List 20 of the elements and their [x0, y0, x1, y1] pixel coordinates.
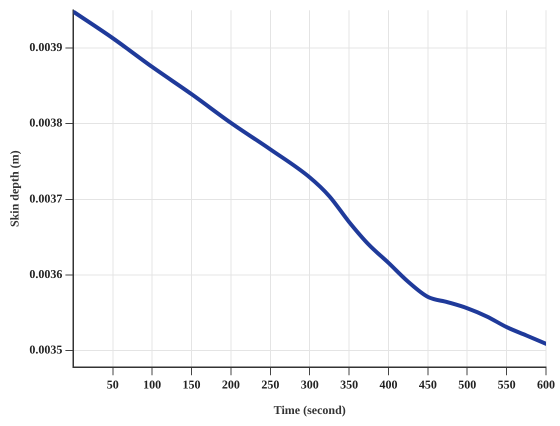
x-tick-label: 500 — [458, 377, 476, 392]
x-tick-label: 350 — [340, 377, 358, 392]
x-tick-label: 250 — [261, 377, 280, 392]
y-tick-label: 0.0035 — [29, 342, 62, 357]
y-axis-title: Skin depth (m) — [7, 150, 22, 228]
y-tick-label: 0.0039 — [29, 40, 62, 54]
y-tick-label: 0.0038 — [29, 116, 62, 130]
x-axis-title: Time (second) — [274, 402, 346, 417]
x-tick-label: 200 — [222, 377, 240, 392]
x-tick-label: 150 — [182, 377, 201, 392]
x-tick-label: 450 — [418, 377, 437, 392]
y-tick-label: 0.0037 — [29, 191, 62, 206]
x-tick-label: 100 — [143, 377, 162, 392]
x-tick-label: 400 — [379, 377, 398, 392]
x-tick-label: 550 — [498, 377, 516, 392]
x-tick-label: 600 — [537, 377, 555, 392]
x-tick-label: 50 — [106, 377, 119, 392]
x-tick-label: 300 — [300, 377, 319, 392]
line-series — [73, 10, 546, 346]
y-tick-label: 0.0036 — [29, 267, 62, 282]
